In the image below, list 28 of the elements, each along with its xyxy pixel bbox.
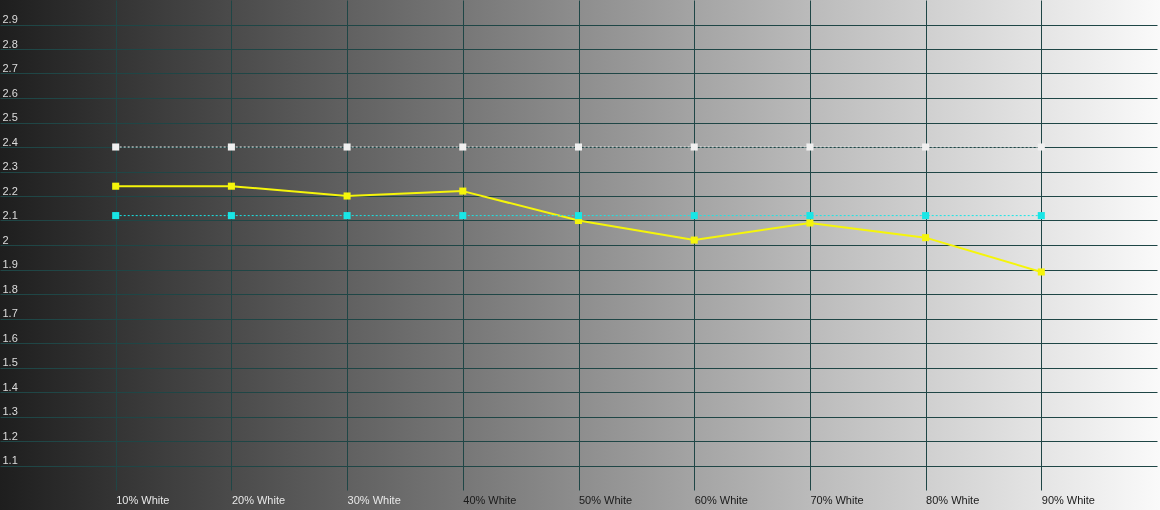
x-tick-label: 60% White [694,493,748,506]
x-tick-label: 20% White [231,493,286,506]
y-tick-label: 2.9 [2,13,18,25]
y-tick-label: 1.7 [2,307,18,319]
x-tick-label: 70% White [810,493,864,506]
y-tick-label: 2.3 [2,160,18,172]
x-tick-label: 80% White [926,493,980,506]
x-tick-label: 30% White [347,493,401,506]
y-tick-label: 2.7 [2,62,18,74]
y-tick-label: 1.5 [2,356,18,368]
y-tick-label: 1.2 [2,429,18,442]
y-tick-label: 2.5 [2,111,18,123]
y-tick-label: 1.1 [2,454,18,466]
y-tick-label: 2 [2,233,9,246]
x-tick-label: 10% White [116,493,170,506]
y-tick-label: 2.1 [2,209,18,221]
y-tick-label: 1.4 [2,380,18,393]
y-tick-label: 2.2 [2,184,18,197]
x-tick-label: 40% White [463,493,517,506]
y-tick-label: 2.4 [2,135,18,148]
y-tick-label: 2.8 [2,37,18,50]
x-tick-label: 50% White [579,493,633,506]
y-tick-label: 2.6 [2,86,18,99]
y-tick-label: 1.3 [2,405,18,417]
x-tick-label: 90% White [1041,493,1095,506]
y-tick-label: 1.8 [2,282,18,295]
y-tick-label: 1.9 [2,258,18,270]
y-tick-label: 1.6 [2,331,18,344]
